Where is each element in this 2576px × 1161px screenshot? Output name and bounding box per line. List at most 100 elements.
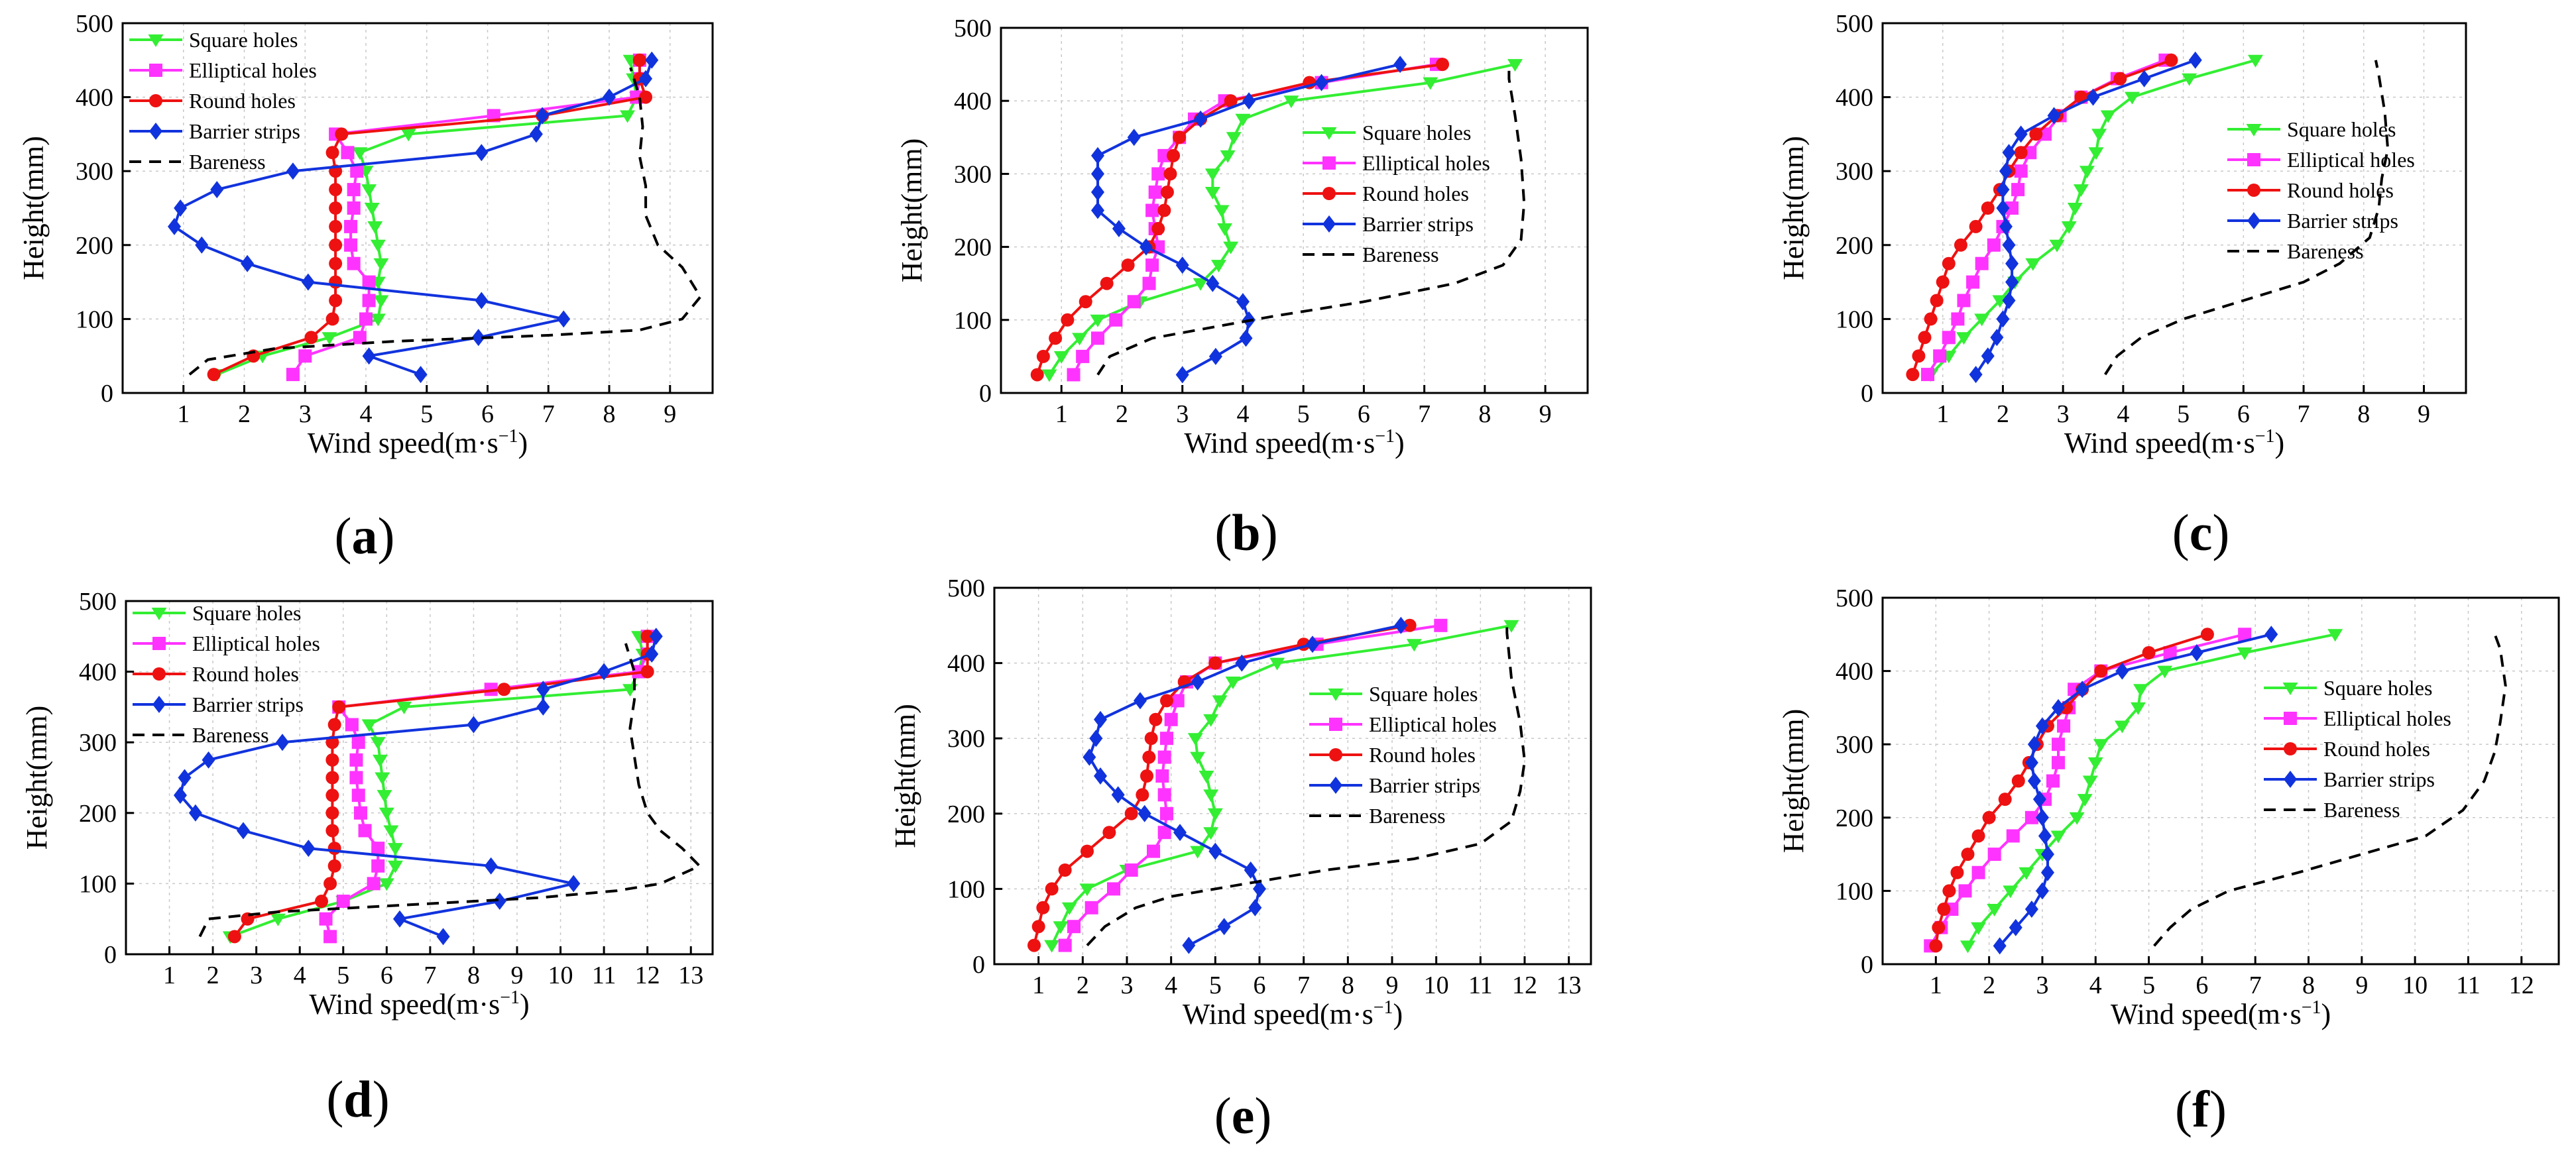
data-point <box>188 804 202 822</box>
data-point <box>370 239 386 252</box>
legend-marker <box>148 34 164 47</box>
data-point <box>350 164 364 178</box>
y-tick-label: 300 <box>1836 158 1873 186</box>
data-point <box>322 332 337 345</box>
data-point <box>1094 710 1107 728</box>
data-point <box>1225 677 1241 689</box>
data-point <box>2077 794 2093 807</box>
data-point <box>325 312 339 326</box>
legend-label: Barrier strips <box>1369 773 1480 797</box>
legend-label: Elliptical holes <box>1362 151 1490 175</box>
legend: Square holes Elliptical holes Round holes B… <box>2264 676 2451 822</box>
data-point <box>1124 863 1138 877</box>
x-tick-label: 4 <box>2117 400 2129 428</box>
data-point <box>2002 236 2016 254</box>
data-point <box>1956 332 1971 345</box>
y-tick-label: 0 <box>979 380 992 408</box>
data-point <box>2005 273 2019 291</box>
data-point <box>1173 131 1187 144</box>
series-line <box>1934 633 2208 946</box>
data-point <box>393 910 406 928</box>
data-point <box>649 628 663 645</box>
data-point <box>2038 827 2052 845</box>
data-point <box>344 219 358 233</box>
data-point <box>2014 125 2028 143</box>
data-point <box>1083 748 1096 766</box>
panel-label: (a) <box>335 507 395 565</box>
data-point <box>1998 793 2012 806</box>
data-point <box>2025 258 2041 271</box>
data-point <box>2114 720 2130 734</box>
data-point <box>1235 113 1251 127</box>
data-point <box>2100 110 2116 123</box>
data-point <box>1206 274 1220 292</box>
data-point <box>2019 867 2034 880</box>
series-line <box>2153 634 2507 947</box>
data-point <box>2200 628 2214 641</box>
data-point <box>1930 294 1944 307</box>
x-axis-title: Wind speed(m·s−1) <box>309 987 529 1021</box>
data-point <box>2049 239 2065 252</box>
legend-label: Bareness <box>192 723 269 747</box>
data-point <box>375 772 390 785</box>
data-point <box>332 700 346 714</box>
legend-marker <box>2247 212 2260 229</box>
data-point <box>2005 201 2019 215</box>
x-tick-label: 8 <box>2302 971 2315 999</box>
series-square-holes <box>1960 629 2343 954</box>
data-point <box>2115 662 2129 680</box>
data-point <box>1969 366 1983 384</box>
x-tick-label: 9 <box>1539 400 1552 428</box>
legend-label: Elliptical holes <box>2323 706 2451 730</box>
grid <box>1883 597 2559 965</box>
data-point <box>1090 314 1106 327</box>
data-point <box>2067 203 2083 215</box>
data-point <box>1157 826 1171 840</box>
series-round-holes <box>1027 618 1417 952</box>
x-tick-label: 3 <box>250 962 263 989</box>
data-point <box>396 701 412 714</box>
data-point <box>2327 629 2343 642</box>
data-point <box>286 368 300 382</box>
x-tick-label: 1 <box>1930 971 1942 999</box>
legend-marker <box>2284 742 2297 755</box>
data-point <box>1204 186 1220 199</box>
data-point <box>1167 148 1181 162</box>
series-barrier-strips <box>1090 56 1407 384</box>
series-bareness <box>1096 64 1526 376</box>
legend-label: Round holes <box>2287 178 2394 202</box>
y-tick-label: 400 <box>76 84 113 112</box>
data-point <box>1053 921 1069 934</box>
series-line <box>1930 58 2256 376</box>
data-point <box>1079 295 1092 309</box>
data-point <box>2005 254 2019 272</box>
y-axis-title: Height(mm) <box>21 706 53 850</box>
data-point <box>1942 884 1956 898</box>
data-point <box>2006 829 2020 843</box>
data-point <box>1987 904 2003 917</box>
data-point <box>467 716 481 734</box>
y-tick-label: 0 <box>972 951 985 979</box>
data-point <box>1434 618 1448 632</box>
y-tick-label: 500 <box>954 15 992 42</box>
legend-label: Round holes <box>189 89 296 113</box>
data-point <box>1960 940 1976 954</box>
plot-frame <box>1000 27 1589 394</box>
data-point <box>2082 775 2098 789</box>
data-point <box>1058 938 1072 952</box>
x-tick-label: 2 <box>1116 400 1128 428</box>
panel-label: (f) <box>2175 1080 2227 1138</box>
chart-panel-c: 1 2 3 4 5 6 7 8 9 0 100 200 300 400 500 Wind speed(m·s−… <box>1777 10 2467 561</box>
data-point <box>1102 826 1116 840</box>
data-point <box>1031 920 1045 934</box>
series-barrier-strips <box>173 628 663 946</box>
data-point <box>241 254 255 272</box>
data-point <box>1081 844 1094 858</box>
x-tick-label: 1 <box>1032 971 1045 999</box>
data-point <box>2040 846 2054 863</box>
data-point <box>2238 628 2252 641</box>
data-point <box>2014 146 2028 160</box>
data-point <box>341 146 355 160</box>
data-point <box>1929 939 1943 953</box>
data-point <box>529 125 543 143</box>
